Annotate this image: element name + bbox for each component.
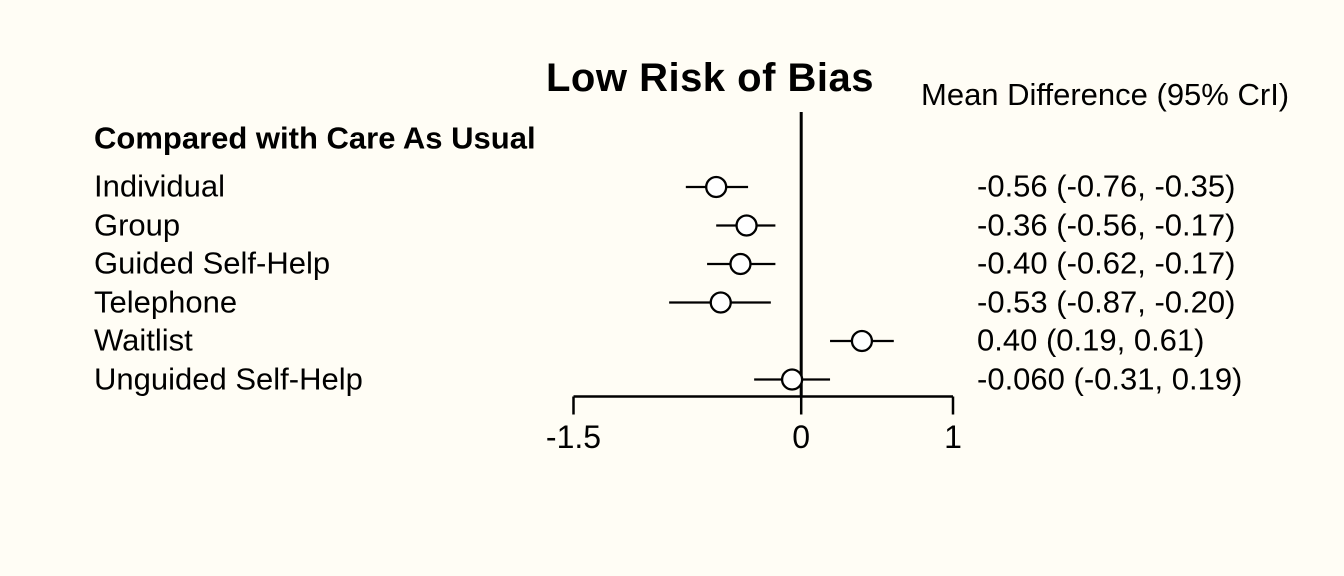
row-label-telephone: Telephone	[94, 283, 238, 319]
point-estimate-marker-unguided-self-help	[780, 368, 804, 391]
x-axis-tick-label: -1.5	[546, 419, 601, 455]
x-axis-tick-label: 1	[944, 419, 962, 455]
row-label-individual: Individual	[94, 168, 225, 204]
row-label-guided-self-help: Guided Self-Help	[94, 245, 331, 281]
row-value-waitlist: 0.40 (0.19, 0.61)	[977, 322, 1205, 358]
row-value-telephone: -0.53 (-0.87, -0.20)	[977, 283, 1236, 319]
row-value-unguided-self-help: -0.060 (-0.31, 0.19)	[977, 360, 1243, 396]
figure-title: Low Risk of Bias	[545, 56, 875, 100]
row-label-unguided-self-help: Unguided Self-Help	[94, 360, 363, 396]
point-estimate-marker-waitlist	[850, 329, 874, 353]
row-label-group: Group	[94, 206, 181, 242]
point-estimate-marker-individual	[705, 175, 728, 199]
point-estimate-marker-guided-self-help	[729, 252, 752, 276]
row-value-group: -0.36 (-0.56, -0.17)	[977, 206, 1236, 242]
row-value-individual: -0.56 (-0.76, -0.35)	[977, 168, 1236, 204]
row-label-waitlist: Waitlist	[94, 322, 193, 358]
row-value-guided-self-help: -0.40 (-0.62, -0.17)	[977, 245, 1236, 281]
x-axis-tick-label: 0	[792, 419, 810, 455]
point-estimate-marker-telephone	[709, 291, 732, 314]
effect-column-header: Mean Difference (95% CrI)	[921, 77, 1290, 112]
point-estimate-marker-group	[735, 214, 758, 237]
comparison-group-header: Compared with Care As Usual	[94, 120, 536, 156]
